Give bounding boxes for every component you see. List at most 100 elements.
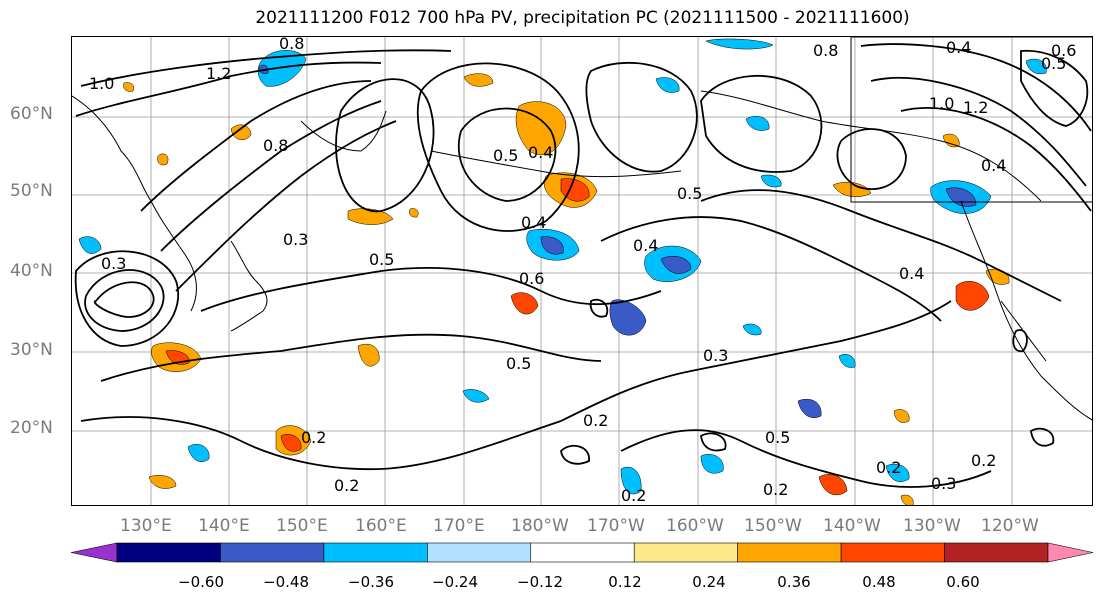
patch-negative [760, 174, 782, 188]
patch-negative [797, 398, 822, 418]
lon-label-160w: 160°W [666, 516, 724, 536]
contour-label: 0.3 [931, 474, 956, 493]
contour-label: 0.8 [263, 136, 288, 155]
colorbar-segment [427, 542, 532, 563]
lat-label-60: 60°N [10, 104, 53, 124]
contour-label: 0.2 [876, 458, 901, 477]
patch-positive [515, 101, 567, 156]
colorbar-tick: 0.48 [862, 573, 896, 591]
patch-positive [942, 133, 960, 148]
colorbar-tick: 0.12 [608, 573, 642, 591]
colorbar-segment [1047, 542, 1094, 563]
patch-positive [985, 268, 1010, 285]
colorbar-tick: 0.60 [946, 573, 980, 591]
patch-negative-core [540, 236, 564, 255]
patch-positive [123, 82, 135, 92]
coast-asia [72, 95, 197, 312]
patch-negative [838, 353, 856, 368]
colorbar-segment [737, 542, 842, 563]
contour-label: 0.5 [369, 250, 394, 269]
map-canvas: 0.8 0.8 1.0 1.2 0.8 0.3 0.4 0.5 0.4 0.5 … [72, 37, 1092, 505]
lon-label-180w: 180°W [511, 516, 569, 536]
contour-label: 0.8 [279, 37, 304, 53]
patch-positive [409, 208, 419, 218]
patch-positive [832, 182, 872, 198]
contour-label: 0.5 [1041, 54, 1066, 73]
colorbar-tick: 0.24 [692, 573, 726, 591]
lat-label-50: 50°N [10, 181, 53, 201]
patch-negative [620, 466, 642, 495]
patch-negative [705, 38, 774, 50]
colorbar-tick: −0.60 [178, 573, 224, 591]
lon-label-140e: 140°E [198, 516, 250, 536]
contour-label: 0.4 [521, 213, 546, 232]
colorbar-segment [220, 542, 325, 563]
patch-negative [1025, 58, 1047, 75]
patch-positive [893, 409, 910, 423]
lat-label-30: 30°N [10, 340, 53, 360]
coast-namerica [960, 200, 1092, 421]
lon-label-160e: 160°E [355, 516, 407, 536]
patch-negative [742, 323, 762, 336]
contour-label: 1.0 [89, 74, 114, 93]
contour-label: 0.4 [633, 236, 658, 255]
colorbar-segment [70, 542, 118, 563]
lon-label-170e: 170°E [433, 516, 485, 536]
lon-label-130w: 130°W [903, 516, 961, 536]
colorbar-segments [70, 542, 1094, 563]
contour-label: 1.2 [963, 98, 988, 117]
lat-label-20: 20°N [10, 418, 53, 438]
colorbar-segment [530, 542, 635, 563]
patch-negative [78, 236, 102, 254]
chart-title: 2021111200 F012 700 hPa PV, precipitatio… [255, 8, 910, 28]
colorbar-tick: −0.12 [517, 573, 563, 591]
inset-frame [850, 37, 1092, 203]
coast-aleutians [430, 150, 682, 178]
patch-positive [157, 153, 169, 166]
patch-positive-core [280, 433, 302, 452]
patch-negative-core [660, 256, 692, 274]
contour-label: 0.4 [899, 264, 924, 283]
colorbar-segment [116, 542, 221, 563]
contour-label: 0.2 [334, 476, 359, 495]
colorbar-tick: 0.36 [777, 573, 811, 591]
pv-contours [74, 43, 1092, 488]
patch-negative [700, 454, 724, 474]
patch-negative [655, 77, 680, 93]
contour-labels: 0.8 0.8 1.0 1.2 0.8 0.3 0.4 0.5 0.4 0.5 … [89, 37, 1076, 505]
contour-label: 0.3 [283, 230, 308, 249]
lon-label-140w: 140°W [823, 516, 881, 536]
contour-label: 0.5 [765, 428, 790, 447]
coast-japan [230, 240, 268, 332]
contour-label: 0.2 [583, 411, 608, 430]
patch-positive [148, 475, 177, 489]
contour-label: 0.6 [1051, 41, 1076, 60]
patch-negative [187, 444, 210, 462]
precipitation-patches [78, 38, 1047, 505]
colorbar-segment [633, 542, 738, 563]
patch-positive [230, 124, 252, 141]
colorbar-tick: −0.48 [263, 573, 309, 591]
colorbar-tick: −0.36 [348, 573, 394, 591]
colorbar-segment [944, 542, 1049, 563]
contour-label: 0.2 [301, 428, 326, 447]
lon-label-170w: 170°W [587, 516, 645, 536]
patch-positive [357, 343, 380, 367]
patch-negative [745, 116, 770, 131]
coast-kamchatka [300, 110, 387, 152]
patch-positive [510, 292, 539, 315]
contour-label: 0.4 [981, 156, 1006, 175]
coast-alaska [700, 90, 1042, 202]
patch-negative [885, 463, 910, 482]
contour-label: 0.2 [971, 451, 996, 470]
contour-label: 0.4 [946, 38, 971, 57]
contour-label: 0.3 [101, 254, 126, 273]
patch-negative [257, 50, 307, 87]
lon-label-150w: 150°W [744, 516, 802, 536]
colorbar-segment [323, 542, 428, 563]
contour-label: 1.2 [206, 64, 231, 83]
contour-label: 0.2 [763, 480, 788, 499]
contour-label: 0.5 [506, 354, 531, 373]
patch-negative [609, 299, 647, 336]
contour-label: 1.0 [929, 94, 954, 113]
